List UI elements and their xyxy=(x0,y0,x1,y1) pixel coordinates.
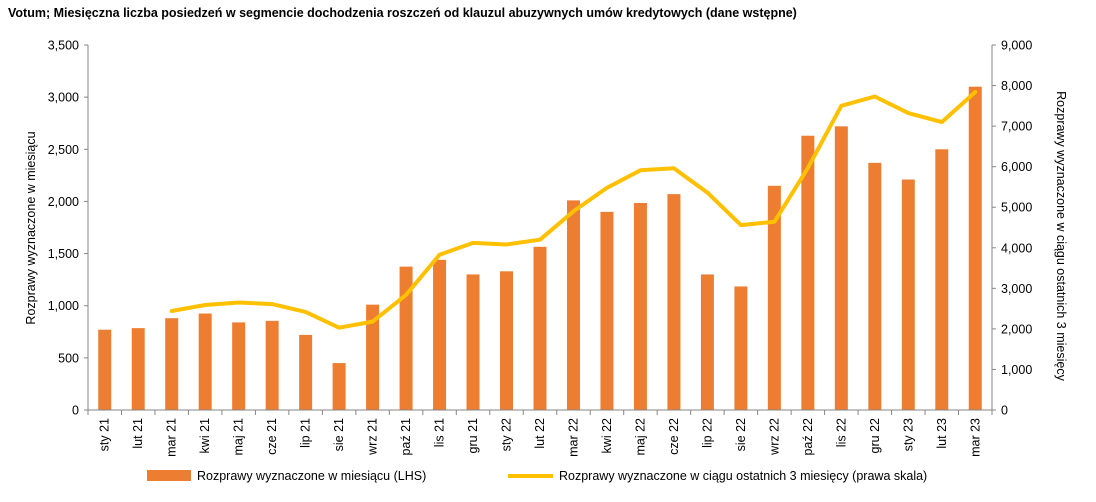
right-tick-label-0: 0 xyxy=(1001,404,1008,418)
bar-14 xyxy=(566,200,580,410)
bar-3 xyxy=(198,313,212,410)
bar-16 xyxy=(633,202,647,410)
x-tick-label-1: lut 21 xyxy=(131,418,145,449)
right-tick-label-9: 9,000 xyxy=(1001,39,1032,53)
bar-21 xyxy=(801,135,815,410)
bar-24 xyxy=(901,179,915,410)
bar-4 xyxy=(232,322,246,410)
x-tick-label-6: lip 21 xyxy=(299,418,313,448)
bar-2 xyxy=(165,318,179,410)
bar-6 xyxy=(299,334,313,410)
x-tick-label-3: kwi 21 xyxy=(198,418,212,453)
x-tick-label-24: sty 23 xyxy=(901,418,915,451)
legend-swatch-bar xyxy=(147,470,191,481)
x-tick-label-0: sty 21 xyxy=(98,418,112,451)
chart-title: Votum; Miesięczna liczba posiedzeń w seg… xyxy=(8,6,797,20)
y-axis-title-left: Rozprawy wyznaczone w miesiącu xyxy=(24,131,38,324)
legend-label-bar: Rozprawy wyznaczone w miesiącu (LHS) xyxy=(197,469,426,483)
x-tick-label-8: wrz 21 xyxy=(366,418,380,456)
bar-5 xyxy=(265,320,279,410)
x-tick-label-14: mar 22 xyxy=(566,418,580,457)
bar-12 xyxy=(500,271,514,410)
left-tick-label-0: 0 xyxy=(72,404,79,418)
left-tick-label-3: 1,500 xyxy=(48,247,79,261)
bar-17 xyxy=(667,194,681,410)
x-tick-label-20: wrz 22 xyxy=(767,418,781,456)
bar-1 xyxy=(131,328,145,410)
bar-22 xyxy=(834,126,848,410)
x-tick-label-11: gru 21 xyxy=(466,418,480,453)
x-tick-label-9: paź 21 xyxy=(399,418,413,456)
x-tick-label-18: lip 22 xyxy=(700,418,714,448)
bar-19 xyxy=(734,286,748,410)
x-tick-label-7: sie 21 xyxy=(332,418,346,451)
x-tick-label-19: sie 22 xyxy=(734,418,748,451)
bar-10 xyxy=(433,259,447,410)
bar-15 xyxy=(600,211,614,410)
x-tick-label-22: lis 22 xyxy=(834,418,848,447)
x-tick-label-4: maj 21 xyxy=(232,418,246,456)
bar-11 xyxy=(466,274,480,410)
right-tick-label-8: 8,000 xyxy=(1001,79,1032,93)
x-tick-label-12: sty 22 xyxy=(500,418,514,451)
x-tick-label-17: cze 22 xyxy=(667,418,681,455)
x-tick-label-13: lut 22 xyxy=(533,418,547,449)
bar-series xyxy=(98,86,982,411)
bar-8 xyxy=(366,304,380,410)
line-series xyxy=(169,90,978,330)
bar-9 xyxy=(399,266,413,410)
x-tick-label-23: gru 22 xyxy=(868,418,882,453)
right-tick-label-1: 1,000 xyxy=(1001,363,1032,377)
left-tick-label-2: 1,000 xyxy=(48,299,79,313)
right-tick-label-5: 5,000 xyxy=(1001,201,1032,215)
left-tick-label-6: 3,000 xyxy=(48,91,79,105)
x-tick-label-16: maj 22 xyxy=(633,418,647,456)
legend: Rozprawy wyznaczone w miesiącu (LHS) Rozp… xyxy=(147,469,927,483)
bar-7 xyxy=(332,363,346,410)
x-tick-label-15: kwi 22 xyxy=(600,418,614,453)
right-tick-label-6: 6,000 xyxy=(1001,160,1032,174)
x-tick-label-21: paź 22 xyxy=(801,418,815,456)
left-tick-label-5: 2,500 xyxy=(48,143,79,157)
x-tick-label-2: mar 21 xyxy=(165,418,179,457)
right-tick-label-7: 7,000 xyxy=(1001,120,1032,134)
bar-23 xyxy=(868,162,882,410)
bar-25 xyxy=(935,149,949,411)
bar-13 xyxy=(533,246,547,410)
left-tick-label-1: 500 xyxy=(58,351,79,365)
right-tick-label-2: 2,000 xyxy=(1001,322,1032,336)
bar-0 xyxy=(98,329,112,410)
line-path xyxy=(169,90,978,330)
x-tick-label-5: cze 21 xyxy=(265,418,279,455)
right-tick-label-4: 4,000 xyxy=(1001,241,1032,255)
legend-label-line: Rozprawy wyznaczone w ciągu ostatnich 3 … xyxy=(559,469,927,483)
bar-18 xyxy=(700,274,714,410)
bar-26 xyxy=(968,86,982,410)
left-tick-label-4: 2,000 xyxy=(48,195,79,209)
x-tick-label-26: mar 23 xyxy=(968,418,982,457)
x-tick-label-25: lut 23 xyxy=(935,418,949,449)
y-axis-title-right: Rozprawy wyznaczone w ciągu ostatnich 3 … xyxy=(1054,91,1068,381)
axes: 0 500 1,000 1,500 2,000 2,500 3,000 3,500 0 1,000… xyxy=(24,39,1068,457)
bar-20 xyxy=(767,185,781,410)
right-tick-label-3: 3,000 xyxy=(1001,282,1032,296)
x-tick-label-10: lis 21 xyxy=(433,418,447,447)
left-tick-label-7: 3,500 xyxy=(48,39,79,53)
